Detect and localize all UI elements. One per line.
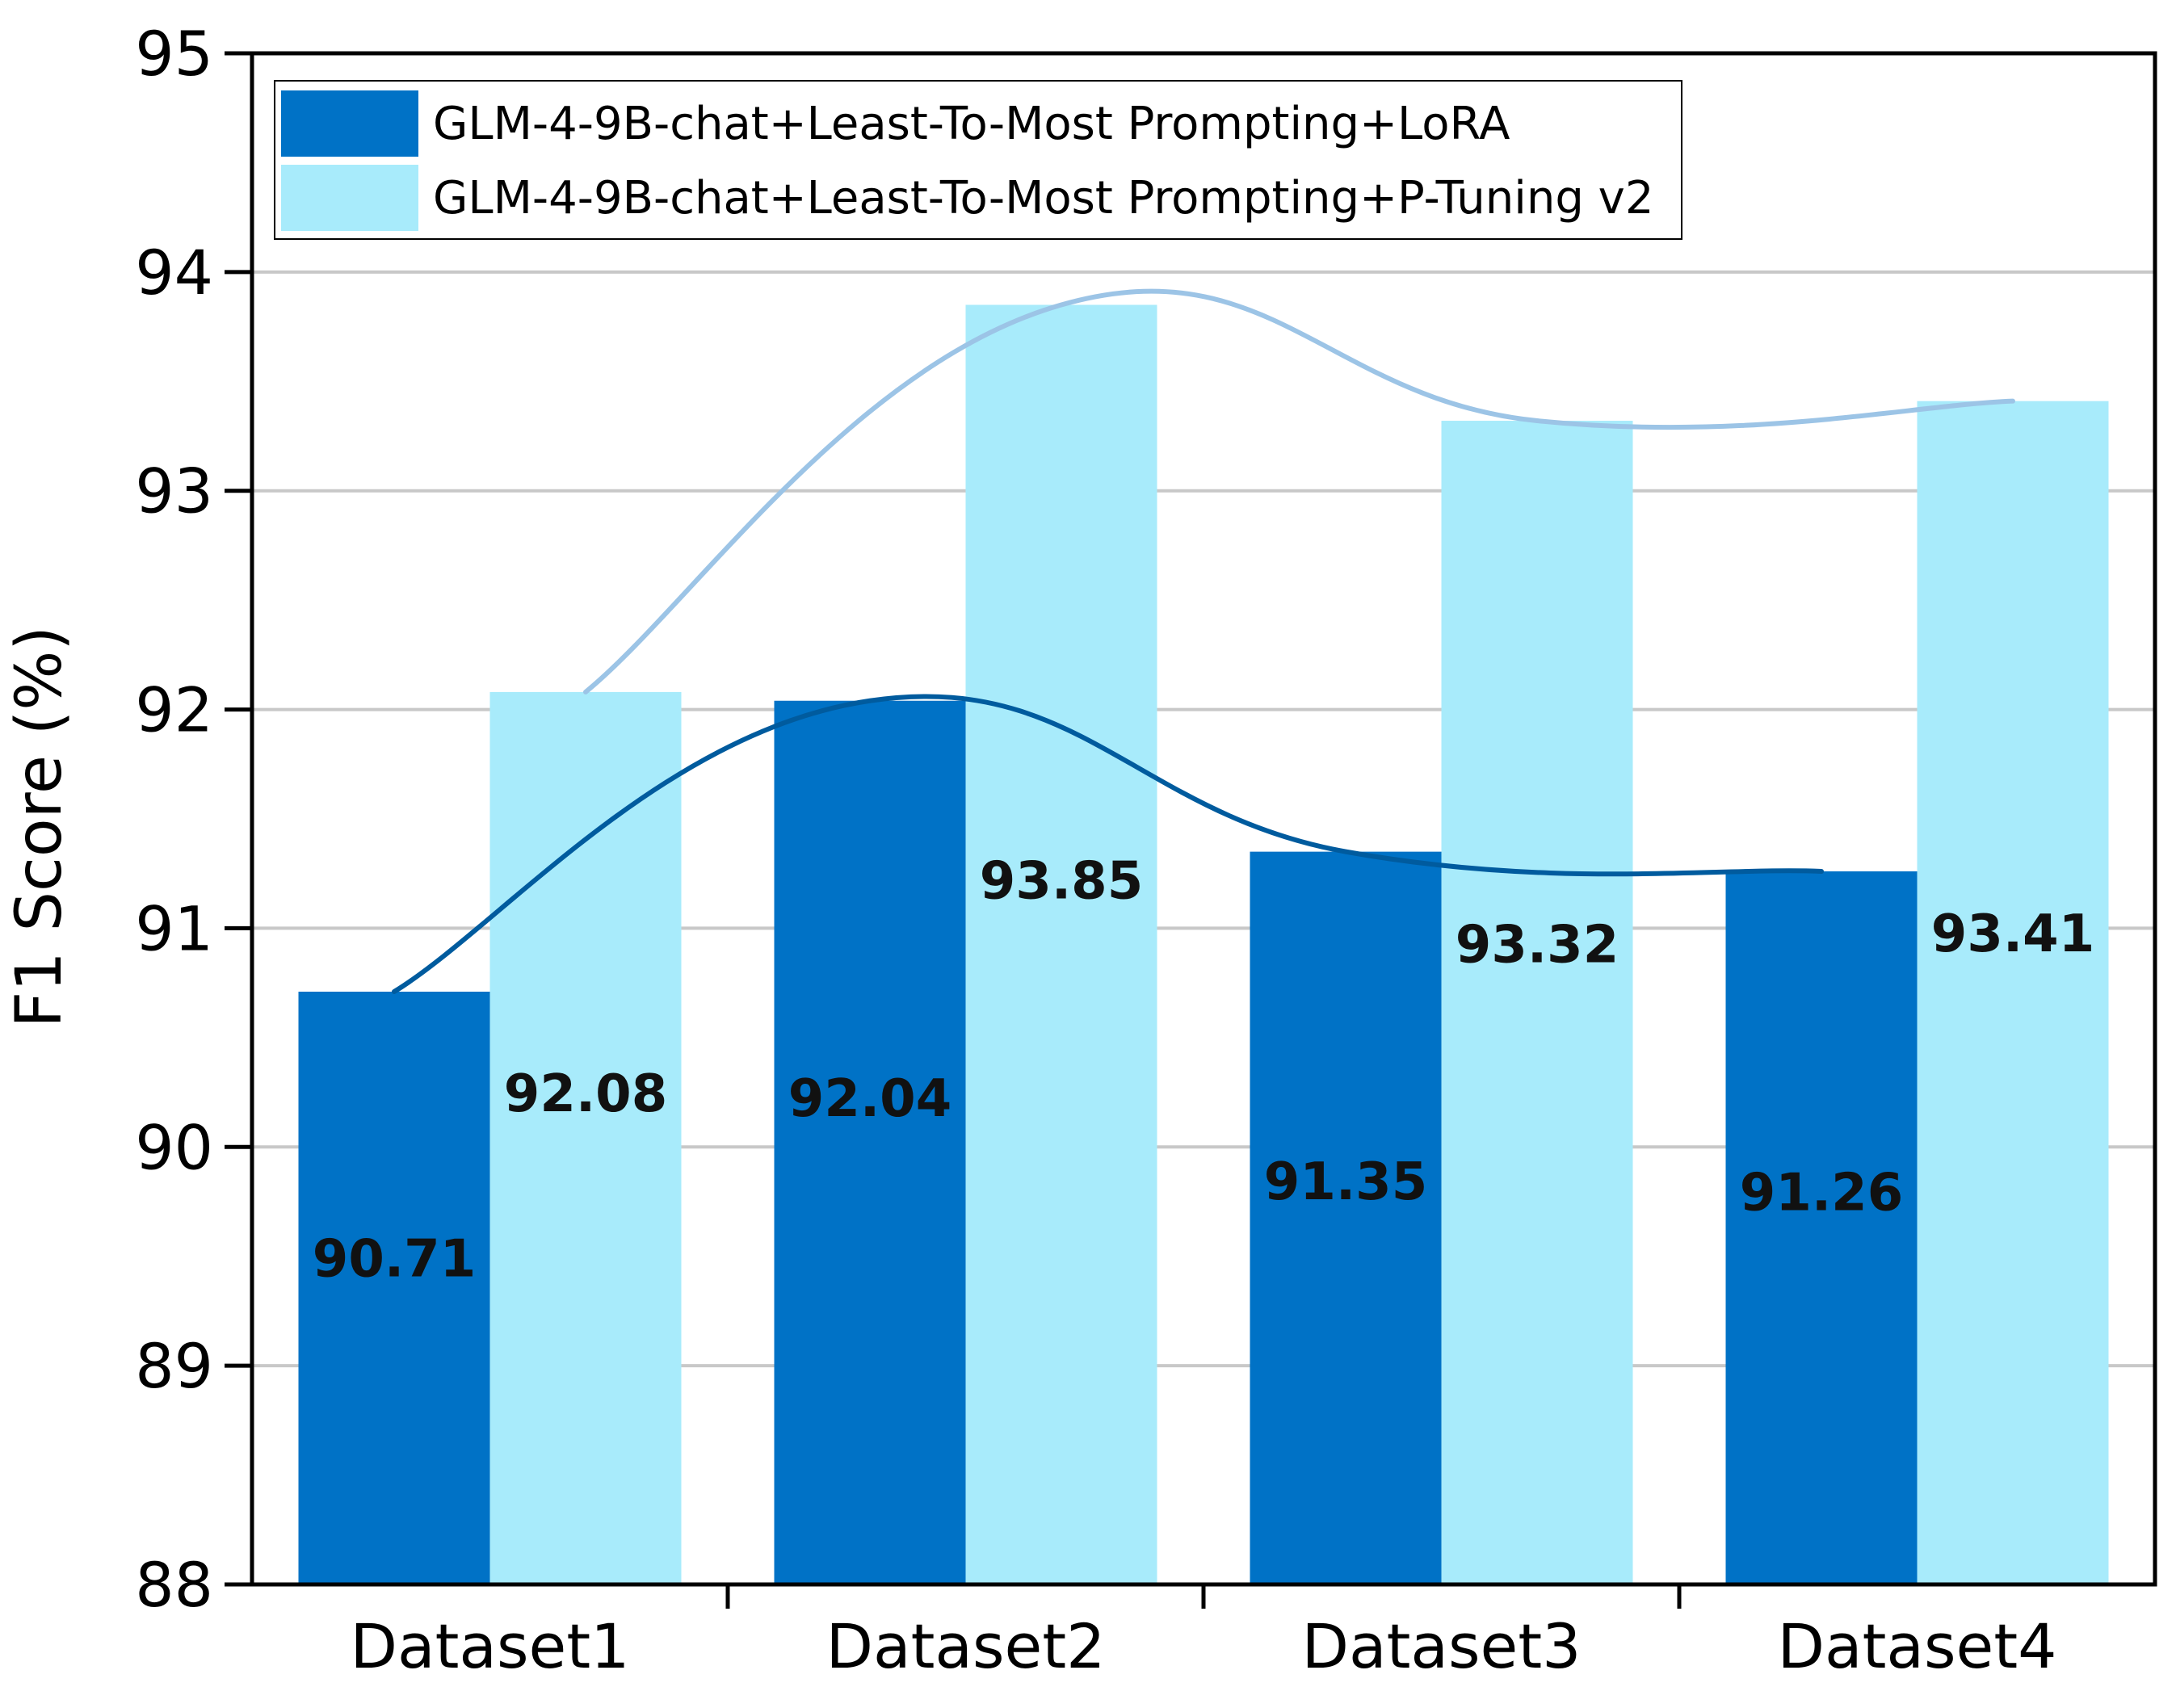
legend-box	[274, 80, 1682, 240]
y-tick-label: 94	[135, 237, 213, 308]
bar-dataset1-series-1	[298, 991, 490, 1584]
x-tick-label-dataset3: Dataset3	[1302, 1610, 1582, 1682]
y-tick-label: 93	[135, 455, 213, 527]
data-label-dataset1-series-1: 90.71	[313, 1229, 476, 1289]
bars	[298, 304, 2109, 1585]
data-label-dataset2-series-1: 92.04	[788, 1069, 951, 1129]
data-label-dataset4-series-2: 93.41	[1931, 904, 2094, 964]
legend-label-series-2: GLM-4-9B-chat+Least-To-Most Prompting+P-…	[433, 172, 1653, 225]
x-tick-label-dataset2: Dataset2	[826, 1610, 1106, 1682]
data-label-dataset3-series-1: 91.35	[1264, 1152, 1427, 1212]
bar-dataset4-series-1	[1725, 871, 1918, 1584]
bar-dataset2-series-2	[965, 304, 1157, 1584]
y-tick-label: 95	[135, 18, 213, 90]
y-tick-label: 89	[135, 1330, 213, 1402]
trend-lines	[392, 288, 2015, 994]
data-label-dataset3-series-2: 93.32	[1456, 915, 1619, 975]
data-labels: 90.71 92.08 92.04 93.85 91.35 93.32 91.26 93.41	[313, 852, 2094, 1290]
bar-dataset1-series-2	[489, 691, 682, 1584]
tick-labels: 88 89 90 91 92 93 94 95 Dataset1 Dataset2 Dataset3…	[135, 18, 2056, 1682]
data-label-dataset1-series-2: 92.08	[504, 1064, 667, 1124]
legend-swatch-series-2	[281, 165, 418, 231]
trend-line-series-2	[583, 288, 2015, 695]
y-tick-label: 90	[135, 1111, 213, 1183]
legend: GLM-4-9B-chat+Least-To-Most Prompting+Lo…	[274, 80, 1682, 240]
y-tick-label: 91	[135, 892, 213, 964]
legend-swatch-series-1	[281, 90, 418, 157]
bar-dataset2-series-1	[774, 700, 966, 1585]
bar-dataset4-series-2	[1917, 401, 2109, 1585]
y-axis-title: F1 Score (%)	[3, 626, 76, 1028]
bar-dataset3-series-1	[1250, 851, 1442, 1584]
trend-line-series-1	[392, 694, 1824, 994]
data-label-dataset4-series-1: 91.26	[1740, 1163, 1903, 1223]
y-tick-label: 92	[135, 674, 213, 746]
x-tick-label-dataset4: Dataset4	[1778, 1610, 2057, 1682]
legend-label-series-1: GLM-4-9B-chat+Least-To-Most Prompting+Lo…	[433, 98, 1510, 150]
bar-dataset3-series-2	[1441, 421, 1633, 1584]
y-tick-label: 88	[135, 1549, 213, 1621]
x-tick-label-dataset1: Dataset1	[351, 1610, 630, 1682]
data-label-dataset2-series-2: 93.85	[980, 852, 1143, 912]
